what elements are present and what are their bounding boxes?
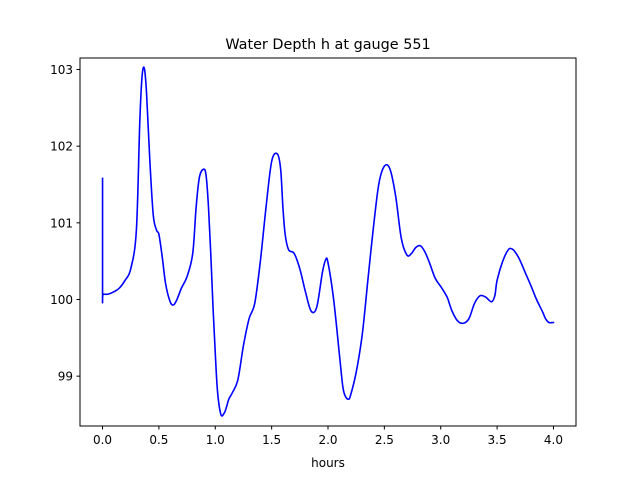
x-tick-label: 2.5 — [375, 433, 394, 447]
x-axis-ticks: 0.0 0.5 1.0 1.5 2.0 2.5 3.0 3.5 4.0 — [93, 426, 563, 447]
plot-content — [101, 66, 555, 417]
y-axis-ticks: 99 100 101 102 103 — [50, 63, 80, 384]
x-tick-label: 1.0 — [206, 433, 225, 447]
y-tick-label: 101 — [50, 216, 73, 230]
series-line-0 — [101, 66, 555, 417]
x-tick-label: 3.5 — [488, 433, 507, 447]
chart-title: Water Depth h at gauge 551 — [225, 37, 430, 53]
x-tick-label: 0.0 — [93, 433, 112, 447]
y-tick-label: 100 — [50, 293, 73, 307]
x-tick-label: 3.0 — [431, 433, 450, 447]
y-tick-label: 99 — [58, 370, 73, 384]
y-tick-label: 102 — [50, 140, 73, 154]
x-tick-label: 1.5 — [262, 433, 281, 447]
x-tick-label: 4.0 — [544, 433, 563, 447]
plot-area — [80, 58, 576, 426]
x-tick-label: 2.0 — [318, 433, 337, 447]
y-tick-label: 103 — [50, 63, 73, 77]
x-tick-label: 0.5 — [149, 433, 168, 447]
x-axis-label: hours — [311, 456, 345, 470]
